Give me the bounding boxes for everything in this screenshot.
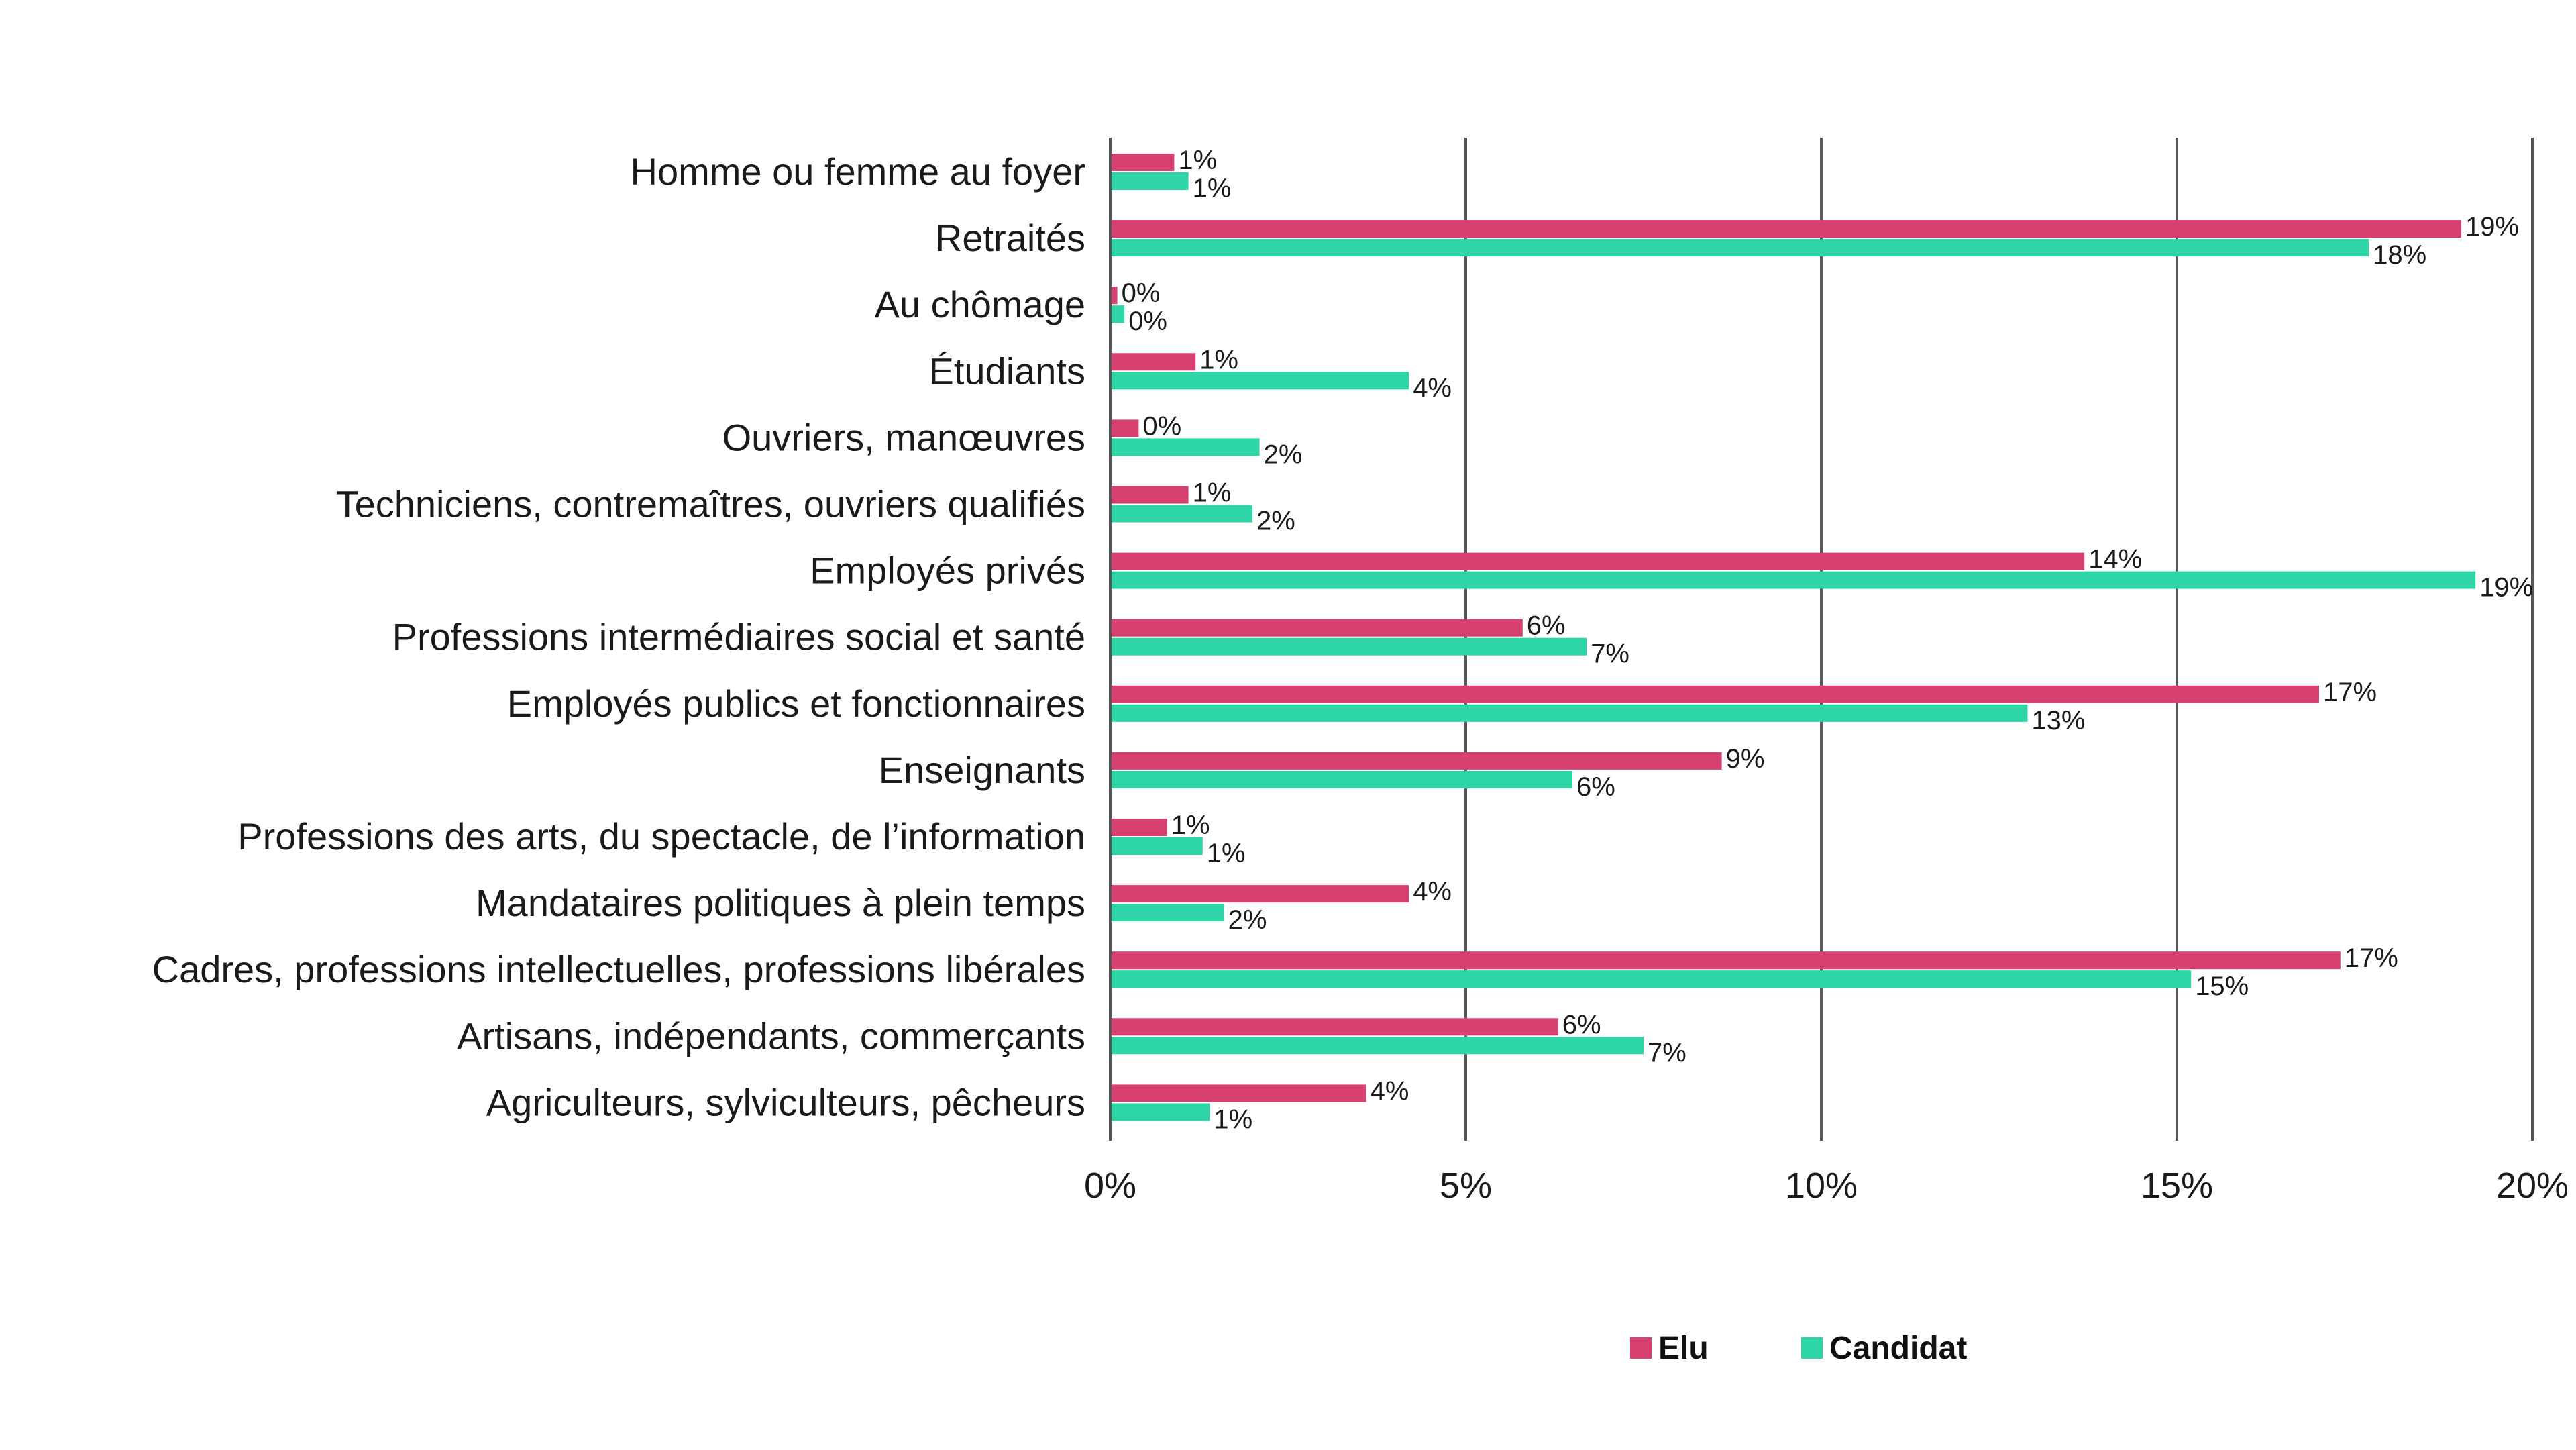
bar-elu xyxy=(1110,486,1189,504)
data-label-candidat: 1% xyxy=(1214,1104,1252,1134)
data-label-candidat: 7% xyxy=(1591,639,1629,669)
bar-elu xyxy=(1110,419,1139,437)
bar-elu xyxy=(1110,1018,1558,1036)
data-label-elu: 0% xyxy=(1122,278,1161,308)
data-label-candidat: 4% xyxy=(1413,373,1452,403)
data-label-candidat: 19% xyxy=(2479,573,2533,603)
category-label: Agriculteurs, sylviculteurs, pêcheurs xyxy=(486,1081,1085,1123)
x-tick-label: 5% xyxy=(1440,1166,1492,1206)
category-label: Employés privés xyxy=(810,550,1085,592)
bar-candidat xyxy=(1110,172,1189,190)
labels: 0% 5% 10% 15% 20%Homme ou femme au foyer 1%1%… xyxy=(152,146,2569,1206)
bar-candidat xyxy=(1110,837,1203,855)
legend-label-elu: Elu xyxy=(1658,1331,1709,1366)
category-label: Cadres, professions intellectuelles, pro… xyxy=(152,948,1085,990)
data-label-elu: 6% xyxy=(1562,1010,1601,1039)
x-tick-label: 10% xyxy=(1785,1166,1858,1206)
data-label-elu: 6% xyxy=(1527,611,1566,641)
bar-elu xyxy=(1110,220,2461,238)
bar-candidat xyxy=(1110,704,2028,722)
data-label-candidat: 7% xyxy=(1648,1038,1686,1068)
data-label-candidat: 15% xyxy=(2195,972,2249,1001)
bar-elu xyxy=(1110,619,1523,637)
bar-candidat xyxy=(1110,305,1125,323)
x-tick-label: 15% xyxy=(2141,1166,2213,1206)
bar-elu xyxy=(1110,752,1722,770)
bar-elu xyxy=(1110,154,1175,171)
data-label-elu: 19% xyxy=(2465,212,2519,242)
category-label: Homme ou femme au foyer xyxy=(631,150,1085,193)
bar-candidat xyxy=(1110,438,1260,456)
category-label: Employés publics et fonctionnaires xyxy=(507,682,1085,725)
x-tick-label: 20% xyxy=(2496,1166,2569,1206)
legend-swatch-candidat xyxy=(1801,1337,1823,1359)
category-label: Retraités xyxy=(935,217,1085,259)
data-label-elu: 17% xyxy=(2323,678,2377,707)
bar-elu xyxy=(1110,287,1118,305)
data-label-candidat: 18% xyxy=(2373,240,2426,270)
data-label-elu: 1% xyxy=(1199,345,1238,374)
bar-candidat xyxy=(1110,770,1572,788)
bar-candidat xyxy=(1110,970,2192,988)
data-label-candidat: 2% xyxy=(1264,439,1303,469)
legend-label-candidat: Candidat xyxy=(1829,1331,1967,1366)
category-label: Techniciens, contremaîtres, ouvriers qua… xyxy=(336,483,1085,525)
category-label: Artisans, indépendants, commerçants xyxy=(457,1015,1085,1057)
data-label-candidat: 13% xyxy=(2031,706,2085,735)
data-label-elu: 4% xyxy=(1371,1076,1409,1106)
category-label: Au chômage xyxy=(875,283,1085,325)
data-label-candidat: 1% xyxy=(1193,174,1232,203)
category-label: Professions des arts, du spectacle, de l… xyxy=(237,815,1085,858)
data-label-elu: 14% xyxy=(2088,545,2142,574)
data-label-candidat: 0% xyxy=(1128,307,1167,336)
bar-candidat xyxy=(1110,1037,1644,1055)
category-label: Étudiants xyxy=(929,350,1086,392)
data-label-elu: 17% xyxy=(2345,943,2398,973)
bar-candidat xyxy=(1110,904,1224,922)
data-label-candidat: 2% xyxy=(1256,507,1295,536)
data-label-candidat: 2% xyxy=(1228,905,1267,935)
bar-elu xyxy=(1110,552,2085,570)
category-label: Ouvriers, manœuvres xyxy=(722,416,1085,458)
data-label-elu: 1% xyxy=(1171,811,1210,840)
bar-elu xyxy=(1110,951,2341,970)
data-label-candidat: 1% xyxy=(1207,839,1246,868)
bar-candidat xyxy=(1110,1103,1210,1121)
bar-elu xyxy=(1110,1084,1366,1102)
bar-candidat xyxy=(1110,571,2476,589)
x-tick-label: 0% xyxy=(1084,1166,1136,1206)
legend: Elu Candidat xyxy=(1630,1331,1967,1366)
category-label: Mandataires politiques à plein temps xyxy=(476,882,1085,924)
data-label-elu: 1% xyxy=(1178,146,1217,175)
bar-elu xyxy=(1110,685,2319,703)
data-label-elu: 1% xyxy=(1193,478,1232,508)
bar-candidat xyxy=(1110,239,2369,257)
bar-elu xyxy=(1110,885,1409,903)
data-label-candidat: 6% xyxy=(1576,772,1615,802)
data-label-elu: 4% xyxy=(1413,877,1452,907)
bar-candidat xyxy=(1110,505,1252,523)
bar-candidat xyxy=(1110,637,1587,656)
bar-elu xyxy=(1110,819,1167,836)
category-label: Enseignants xyxy=(879,749,1085,791)
bar-elu xyxy=(1110,353,1196,371)
category-label: Professions intermédiaires social et san… xyxy=(392,616,1085,658)
data-label-elu: 0% xyxy=(1142,411,1181,441)
data-label-elu: 9% xyxy=(1726,744,1765,774)
bar-candidat xyxy=(1110,372,1409,390)
bars xyxy=(1110,154,2476,1121)
legend-swatch-elu xyxy=(1630,1337,1652,1359)
